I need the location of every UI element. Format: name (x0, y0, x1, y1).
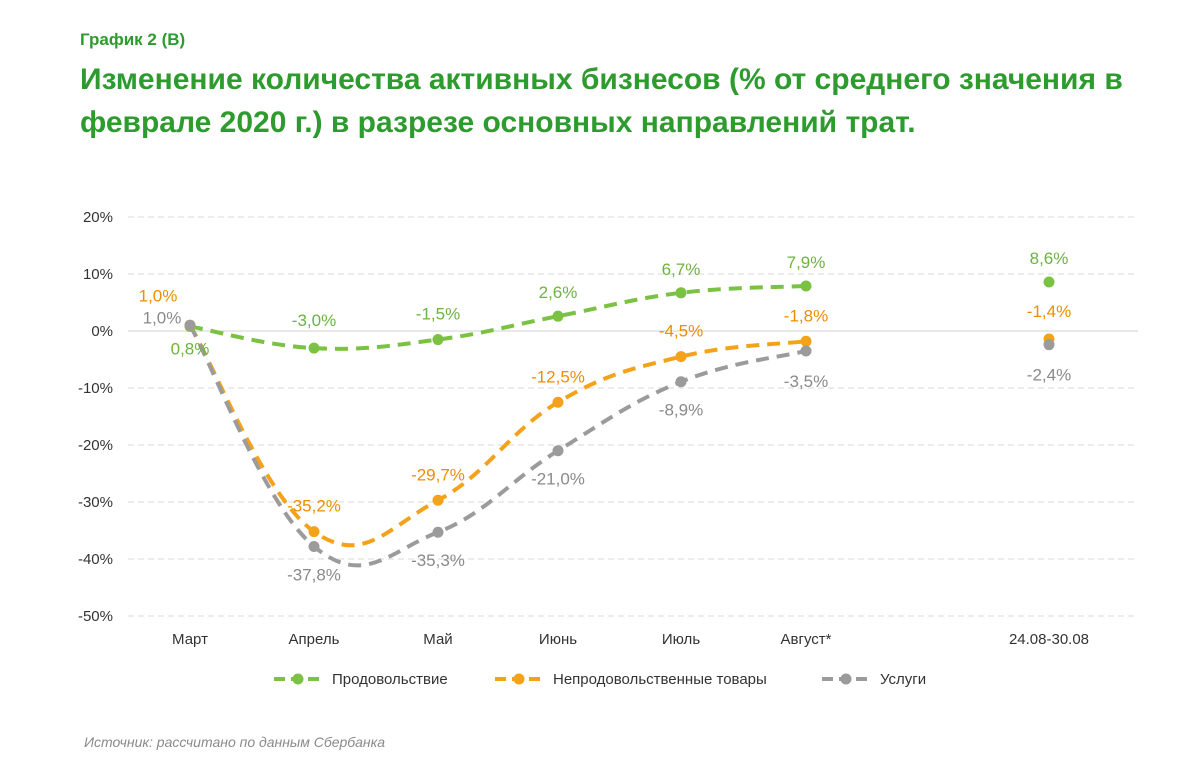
series-3-point (184, 319, 196, 331)
legend-marker (513, 673, 525, 685)
legend-label: Услуги (880, 671, 926, 688)
chart-title: Изменение количества активных бизнесов (… (80, 63, 1123, 139)
series-3-point (552, 445, 564, 457)
data-label: -35,2% (287, 497, 341, 516)
series-1-point (432, 334, 444, 346)
series-3-point (800, 345, 812, 357)
y-tick-label: -10% (78, 380, 113, 397)
data-label: -1,8% (784, 306, 828, 325)
legend-label: Продовольствие (332, 671, 448, 688)
x-tick-label: Апрель (289, 631, 340, 648)
legend-marker (292, 673, 304, 685)
series-1-point (552, 310, 564, 322)
data-label: -3,5% (784, 372, 828, 391)
data-label: -12,5% (531, 367, 585, 386)
y-tick-label: 20% (83, 209, 113, 226)
line-chart: 20% 10% 0% -10% -20% -30% -40% -50% Март Апрель Ма… (78, 209, 1138, 688)
x-tick-label: Август* (781, 631, 832, 648)
data-label: -4,5% (659, 322, 703, 341)
y-tick-label: -50% (78, 608, 113, 625)
series-3-point (675, 376, 687, 388)
series-3-point (308, 540, 320, 552)
source-note: Источник: рассчитано по данным Сбербанка (84, 734, 386, 750)
x-tick-label: 24.08-30.08 (1009, 631, 1089, 648)
data-label: 1,0% (139, 286, 178, 305)
data-label: -21,0% (531, 470, 585, 489)
series-2-point (432, 494, 444, 506)
data-label: 7,9% (787, 253, 826, 272)
x-tick-label: Март (172, 631, 208, 648)
x-tick-label: Май (423, 631, 452, 648)
data-label: -37,8% (287, 565, 341, 584)
data-label: -35,3% (411, 551, 465, 570)
series-1-point (308, 342, 320, 354)
series-1-point (800, 280, 812, 292)
y-tick-label: 0% (91, 323, 113, 340)
series-3-point (1043, 339, 1055, 351)
legend-marker (840, 673, 852, 685)
legend-label: Непродовольственные товары (553, 671, 767, 688)
y-tick-label: -30% (78, 494, 113, 511)
data-label: 0,8% (171, 339, 210, 358)
series-2-point (675, 351, 687, 363)
y-tick-label: -40% (78, 551, 113, 568)
chart-number: График 2 (В) (80, 30, 186, 49)
series-line-2 (188, 324, 807, 548)
series-1-point (675, 287, 687, 299)
data-label: -29,7% (411, 465, 465, 484)
data-label: -8,9% (659, 401, 703, 420)
x-tick-label: Июнь (539, 631, 577, 648)
data-label: 1,0% (143, 308, 182, 327)
series-line-1 (189, 283, 807, 351)
y-tick-label: 10% (83, 266, 113, 283)
data-label: -3,0% (292, 311, 336, 330)
data-label: 2,6% (539, 283, 578, 302)
data-label: -1,5% (416, 305, 460, 324)
series-2-point (308, 526, 320, 538)
series-1-point (1043, 276, 1055, 288)
series-2-point (552, 396, 564, 408)
y-tick-label: -20% (78, 437, 113, 454)
data-label: 8,6% (1030, 249, 1069, 268)
x-tick-label: Июль (662, 631, 700, 648)
data-label: 6,7% (662, 260, 701, 279)
series-2-point (800, 335, 812, 347)
data-label: -2,4% (1027, 366, 1071, 385)
data-label: -1,4% (1027, 302, 1071, 321)
series-3-point (432, 526, 444, 538)
